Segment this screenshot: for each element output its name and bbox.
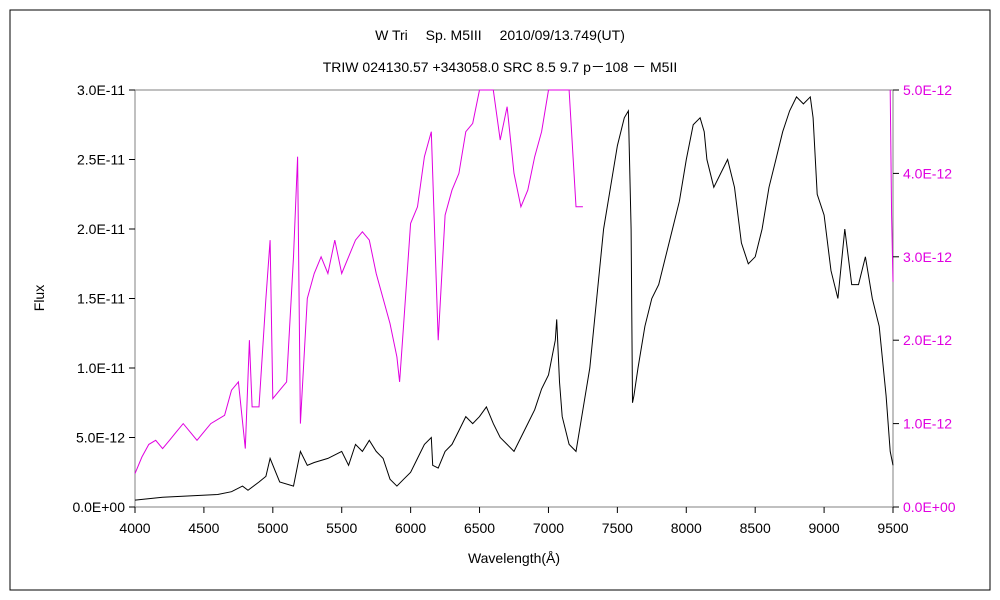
x-tick-label: 6000 [395, 520, 426, 536]
right-tick-label: 2.0E-12 [903, 332, 952, 348]
right-tick-label: 0.0E+00 [903, 499, 956, 515]
right-tick-label: 3.0E-12 [903, 249, 952, 265]
series-layer [134, 89, 894, 501]
left-tick-label: 5.0E-12 [76, 430, 125, 446]
series-line-right [889, 89, 894, 282]
x-tick-label: 8500 [740, 520, 771, 536]
x-axis-label: Wavelength(Å) [468, 550, 560, 566]
chart-subtitle: TRIW 024130.57 +343058.0 SRC 8.5 9.7 p－1… [323, 59, 677, 75]
x-tick-label: 9000 [809, 520, 840, 536]
x-tick-label: 7500 [602, 520, 633, 536]
plot-area [134, 89, 894, 508]
left-tick-label: 3.0E-11 [77, 82, 125, 98]
left-tick-label: 0.0E+00 [72, 499, 125, 515]
left-tick-label: 2.5E-11 [77, 152, 125, 168]
right-axis-ticks: 0.0E+00 1.0E-12 2.0E-12 3.0E-12 4.0E-12 5.0E-… [893, 82, 956, 515]
x-tick-label: 4500 [188, 520, 219, 536]
x-axis-ticks: 4000 4500 5000 5500 6000 6500 7000 7500 8000 8500… [119, 507, 909, 536]
series-line-right [134, 89, 583, 474]
chart-title: W Tri Sp. M5III 2010/09/13.749(UT) [375, 27, 625, 43]
x-tick-label: 9500 [877, 520, 908, 536]
y-axis-label: Flux [31, 285, 47, 311]
left-tick-label: 1.5E-11 [77, 291, 125, 307]
x-tick-label: 7000 [533, 520, 564, 536]
x-tick-label: 5000 [257, 520, 288, 536]
x-tick-label: 5500 [326, 520, 357, 536]
x-tick-label: 6500 [464, 520, 495, 536]
x-tick-label: 4000 [119, 520, 150, 536]
series-line-left [134, 95, 894, 501]
x-tick-label: 8000 [671, 520, 702, 536]
right-tick-label: 5.0E-12 [903, 82, 952, 98]
left-tick-label: 1.0E-11 [77, 360, 125, 376]
left-tick-label: 2.0E-11 [77, 221, 125, 237]
right-tick-label: 4.0E-12 [903, 165, 952, 181]
right-tick-label: 1.0E-12 [903, 416, 952, 432]
left-axis-ticks: 0.0E+00 5.0E-12 1.0E-11 1.5E-11 2.0E-11 2.5E-… [72, 82, 135, 515]
